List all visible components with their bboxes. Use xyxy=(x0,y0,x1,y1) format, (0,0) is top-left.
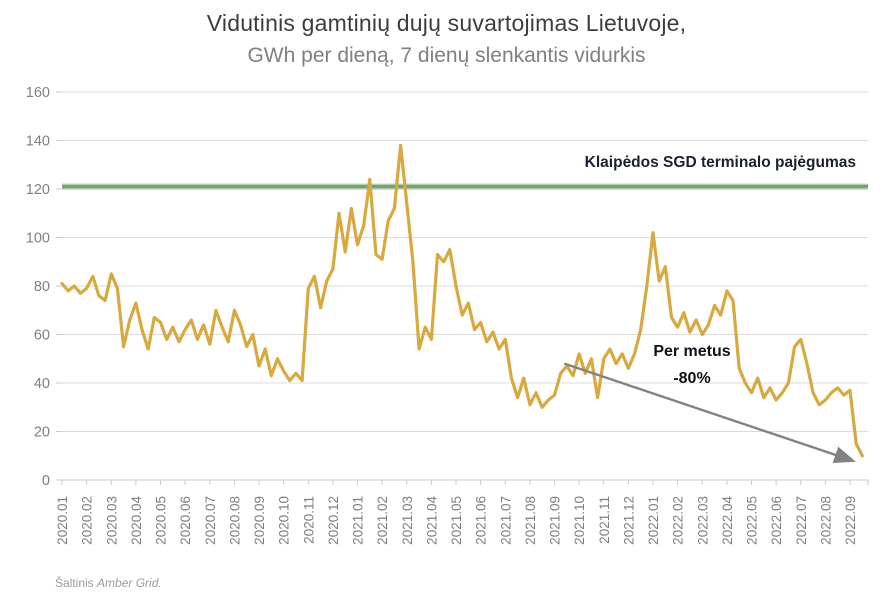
y-tick-label: 160 xyxy=(26,85,50,101)
x-tick-label: 2020.06 xyxy=(178,496,193,545)
chart-title: Vidutinis gamtinių dujų suvartojimas Lie… xyxy=(206,10,687,36)
x-tick-label: 2021.10 xyxy=(572,496,587,545)
trend-arrow xyxy=(563,362,856,464)
x-tick-label: 2021.04 xyxy=(424,496,439,545)
x-tick-label: 2020.03 xyxy=(104,496,119,545)
source-note: Šaltinis Amber Grid. xyxy=(55,576,162,590)
x-tick-label: 2020.04 xyxy=(129,496,144,545)
x-tick-label: 2021.03 xyxy=(400,496,415,545)
capacity-line-label: Klaipėdos SGD terminalo pajėgumas xyxy=(584,154,856,171)
x-tick-label: 2021.07 xyxy=(498,496,513,545)
x-tick-label: 2020.12 xyxy=(326,496,341,545)
x-tick-label: 2022.09 xyxy=(843,496,858,545)
x-tick-label: 2022.08 xyxy=(818,496,833,545)
source-name: Amber Grid. xyxy=(97,576,162,590)
source-prefix: Šaltinis xyxy=(55,576,98,590)
y-tick-label: 80 xyxy=(34,279,50,295)
x-tick-label: 2021.02 xyxy=(375,496,390,545)
chart-subtitle: GWh per dieną, 7 dienų slenkantis vidurk… xyxy=(247,44,646,67)
y-tick-label: 100 xyxy=(26,231,50,247)
x-tick-label: 2020.01 xyxy=(55,496,70,545)
x-tick-label: 2021.05 xyxy=(449,496,464,545)
y-tick-label: 0 xyxy=(42,473,50,489)
x-tick-label: 2021.01 xyxy=(351,496,366,545)
x-tick-label: 2022.02 xyxy=(671,496,686,545)
drop-annotation: Per metus -80% xyxy=(632,343,752,388)
x-tick-label: 2020.09 xyxy=(252,496,267,545)
x-tick-label: 2020.11 xyxy=(301,496,316,544)
x-tick-label: 2020.08 xyxy=(227,496,242,545)
y-tick-label: 140 xyxy=(26,134,50,150)
chart-title-block: Vidutinis gamtinių dujų suvartojimas Lie… xyxy=(0,10,893,68)
x-tick-label: 2022.01 xyxy=(646,496,661,545)
x-tick-label: 2021.11 xyxy=(597,496,612,544)
drop-annotation-text: Per metus xyxy=(653,343,731,360)
x-tick-label: 2022.05 xyxy=(745,496,760,545)
x-tick-label: 2020.02 xyxy=(80,496,95,545)
x-tick-label: 2022.04 xyxy=(720,496,735,545)
x-tick-label: 2022.03 xyxy=(695,496,710,545)
y-tick-label: 60 xyxy=(34,328,50,344)
x-tick-label: 2020.10 xyxy=(277,496,292,545)
y-tick-label: 40 xyxy=(34,376,50,392)
x-tick-label: 2021.08 xyxy=(523,496,538,545)
x-tick-label: 2021.09 xyxy=(548,496,563,545)
x-tick-label: 2020.07 xyxy=(203,496,218,545)
x-tick-label: 2021.06 xyxy=(474,496,489,545)
y-tick-label: 20 xyxy=(34,425,50,441)
drop-annotation-percent: -80% xyxy=(673,370,711,387)
consumption-line xyxy=(60,143,864,458)
x-tick-label: 2021.12 xyxy=(621,496,636,545)
y-tick-label: 120 xyxy=(26,182,50,198)
x-tick-label: 2022.06 xyxy=(769,496,784,545)
x-tick-label: 2022.07 xyxy=(794,496,809,545)
x-tick-label: 2020.05 xyxy=(154,496,169,545)
